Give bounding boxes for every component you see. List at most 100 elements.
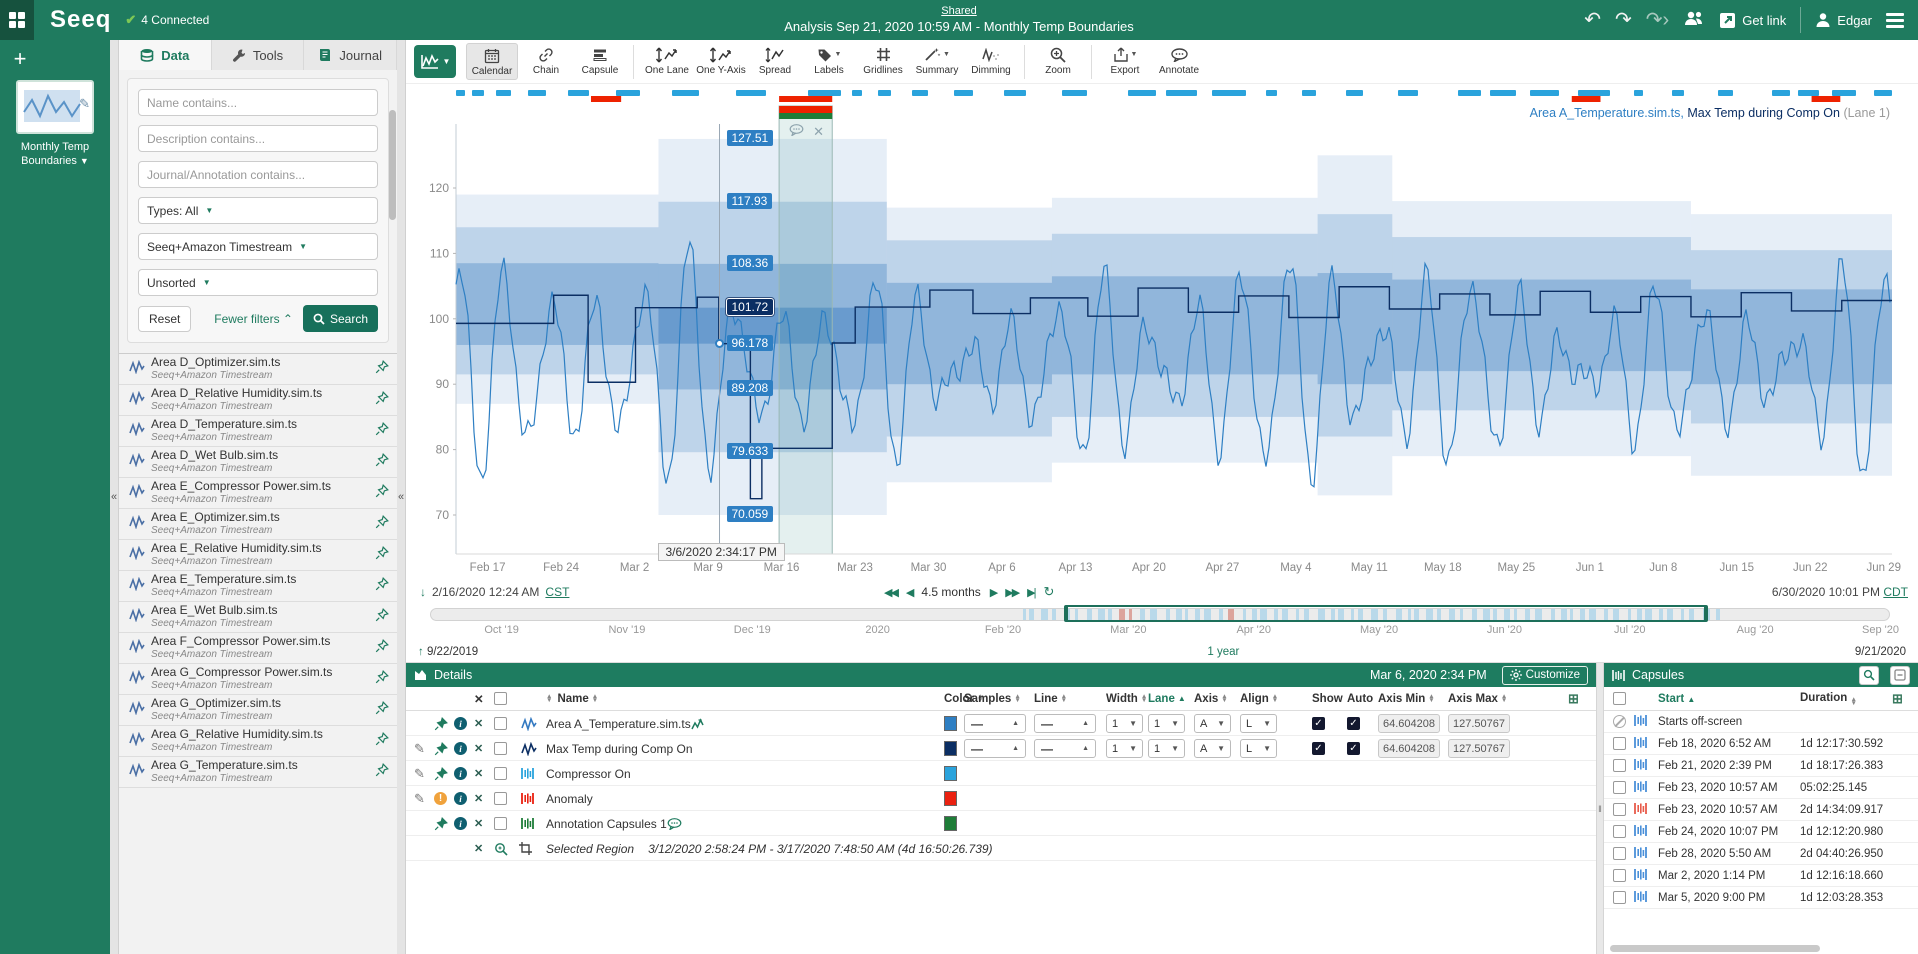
sort-dropdown[interactable]: Unsorted▼ bbox=[138, 269, 378, 296]
data-list-item[interactable]: Area G_Optimizer.sim.tsSeeq+Amazon Times… bbox=[119, 695, 397, 726]
axis-select[interactable]: A▼ bbox=[1194, 736, 1231, 761]
edit-item-icon[interactable]: ✎ bbox=[414, 786, 425, 811]
collapse-rail-handle[interactable]: « bbox=[110, 40, 119, 954]
pin-item-button[interactable] bbox=[371, 639, 389, 658]
row-checkbox[interactable] bbox=[494, 761, 507, 786]
tab-journal[interactable]: Journal bbox=[304, 40, 397, 70]
remove-item-icon[interactable]: ✕ bbox=[474, 761, 483, 786]
item-name-cell[interactable]: Annotation Capsules 1 bbox=[546, 811, 682, 836]
pin-item-button[interactable] bbox=[371, 484, 389, 503]
details-row[interactable]: i✕Annotation Capsules 1 bbox=[406, 811, 1596, 836]
pin-icon[interactable] bbox=[375, 639, 389, 653]
show-checkbox[interactable]: ✓ bbox=[1312, 711, 1325, 736]
color-swatch[interactable] bbox=[944, 811, 957, 836]
line-dropdown[interactable]: —▲ bbox=[1034, 711, 1096, 736]
samples-dropdown[interactable]: —▲ bbox=[964, 736, 1026, 761]
pin-icon[interactable] bbox=[375, 763, 389, 777]
step-back-button[interactable]: ◀ bbox=[906, 586, 912, 599]
data-list-item[interactable]: Area E_Optimizer.sim.tsSeeq+Amazon Times… bbox=[119, 509, 397, 540]
details-row[interactable]: ✎i✕Max Temp during Comp On—▲—▲1▼1▼A▼L▼✓✓… bbox=[406, 736, 1596, 761]
axis-max-input[interactable]: 127.50767 bbox=[1448, 711, 1510, 736]
toolbar-chain-button[interactable]: Chain bbox=[520, 43, 572, 78]
types-dropdown[interactable]: Types: All▼ bbox=[138, 197, 378, 224]
toolbar-zoom-button[interactable]: Zoom bbox=[1032, 43, 1084, 78]
pin-item-button[interactable] bbox=[371, 670, 389, 689]
tab-tools[interactable]: Tools bbox=[212, 40, 305, 70]
edit-item-icon[interactable]: ✎ bbox=[414, 736, 425, 761]
axis-max-input[interactable]: 127.50767 bbox=[1448, 736, 1510, 761]
data-list-item[interactable]: Area E_Temperature.sim.tsSeeq+Amazon Tim… bbox=[119, 571, 397, 602]
undo-icon[interactable]: ↶ bbox=[1584, 10, 1601, 30]
capsule-checkbox[interactable] bbox=[1613, 847, 1626, 860]
selected-region-row[interactable]: ✕Selected Region3/12/2020 2:58:24 PM - 3… bbox=[406, 836, 1596, 861]
tab-data[interactable]: Data bbox=[119, 40, 212, 70]
zoom-to-region-icon[interactable] bbox=[494, 836, 508, 861]
capsule-checkbox[interactable] bbox=[1613, 825, 1626, 838]
pin-icon[interactable] bbox=[375, 546, 389, 560]
item-name-cell[interactable]: Area A_Temperature.sim.ts bbox=[546, 711, 704, 736]
remove-item-icon[interactable]: ✕ bbox=[474, 736, 483, 761]
pin-item-button[interactable] bbox=[371, 453, 389, 472]
pin-item-button[interactable] bbox=[371, 732, 389, 751]
pin-icon[interactable] bbox=[375, 453, 389, 467]
item-info-icon[interactable]: i bbox=[454, 761, 467, 786]
width-select[interactable]: 1▼ bbox=[1106, 711, 1143, 736]
trend-chart-svg[interactable]: 120110100908070 bbox=[406, 84, 1918, 560]
reset-button[interactable]: Reset bbox=[138, 306, 191, 332]
toolbar-export-button[interactable]: ▼Export bbox=[1099, 43, 1151, 78]
app-launcher-icon[interactable] bbox=[0, 0, 34, 40]
align-select[interactable]: L▼ bbox=[1240, 711, 1277, 736]
pin-item-button[interactable] bbox=[371, 608, 389, 627]
user-menu[interactable]: Edgar bbox=[1815, 12, 1872, 28]
show-checkbox[interactable]: ✓ bbox=[1312, 736, 1325, 761]
comment-icon[interactable] bbox=[789, 124, 804, 136]
redo-icon[interactable]: ↷ bbox=[1615, 10, 1632, 30]
pin-icon[interactable] bbox=[434, 767, 448, 781]
data-list-item[interactable]: Area E_Wet Bulb.sim.tsSeeq+Amazon Timest… bbox=[119, 602, 397, 633]
go-to-now-button[interactable]: ▶| bbox=[1027, 586, 1034, 599]
pin-item-icon[interactable] bbox=[434, 711, 448, 736]
data-list-item[interactable]: Area D_Relative Humidity.sim.tsSeeq+Amaz… bbox=[119, 385, 397, 416]
pin-item-button[interactable] bbox=[371, 515, 389, 534]
data-list-item[interactable]: Area D_Wet Bulb.sim.tsSeeq+Amazon Timest… bbox=[119, 447, 397, 478]
toolbar-dimming-button[interactable]: Dimming bbox=[965, 43, 1017, 78]
remove-item-icon[interactable]: ✕ bbox=[474, 786, 483, 811]
pin-icon[interactable] bbox=[434, 817, 448, 831]
users-icon[interactable] bbox=[1683, 10, 1705, 30]
pin-icon[interactable] bbox=[375, 484, 389, 498]
timeline-selection-window[interactable] bbox=[1064, 605, 1708, 622]
overview-timeline[interactable]: Oct '19Nov '19Dec '192020Feb '20Mar '20A… bbox=[406, 604, 1918, 642]
duration-label[interactable]: 4.5 months bbox=[921, 585, 980, 599]
auto-checkbox[interactable]: ✓ bbox=[1347, 711, 1360, 736]
remove-item-icon[interactable]: ✕ bbox=[474, 811, 483, 836]
legend-entry[interactable]: (Lane 1) bbox=[1840, 106, 1890, 120]
worksheet-label[interactable]: Monthly Temp Boundaries ▼ bbox=[9, 140, 101, 169]
comment-icon[interactable] bbox=[667, 818, 682, 830]
lane-column-header[interactable]: Lane ▲ bbox=[1148, 693, 1186, 705]
pin-item-button[interactable] bbox=[371, 546, 389, 565]
remove-region-icon[interactable]: ✕ bbox=[474, 836, 483, 861]
pin-icon[interactable] bbox=[434, 717, 448, 731]
pin-icon[interactable] bbox=[375, 515, 389, 529]
warning-icon[interactable]: ! bbox=[434, 786, 447, 811]
edit-item-icon[interactable]: ✎ bbox=[414, 761, 425, 786]
remove-item-icon[interactable]: ✕ bbox=[474, 711, 483, 736]
capsule-row[interactable]: Feb 24, 2020 10:07 PM1d 12:12:20.980 bbox=[1604, 821, 1918, 843]
pin-icon[interactable] bbox=[434, 742, 448, 756]
hamburger-menu-icon[interactable] bbox=[1886, 13, 1904, 28]
name-contains-input[interactable] bbox=[138, 89, 378, 116]
item-info-icon[interactable]: i bbox=[454, 786, 467, 811]
legend-entry[interactable]: Max Temp during Comp On bbox=[1684, 106, 1840, 120]
capsule-checkbox[interactable] bbox=[1613, 737, 1626, 750]
color-swatch[interactable] bbox=[944, 761, 957, 786]
data-list-item[interactable]: Area E_Compressor Power.sim.tsSeeq+Amazo… bbox=[119, 478, 397, 509]
trend-chart[interactable]: Area A_Temperature.sim.ts, Max Temp duri… bbox=[406, 84, 1918, 560]
axis-select[interactable]: A▼ bbox=[1194, 711, 1231, 736]
row-checkbox[interactable] bbox=[494, 811, 507, 836]
capsule-checkbox[interactable] bbox=[1613, 869, 1626, 882]
region-close-icon[interactable]: ✕ bbox=[813, 124, 824, 140]
start-timezone[interactable]: CST bbox=[545, 585, 569, 599]
lane-select[interactable]: 1▼ bbox=[1148, 711, 1185, 736]
region-comment-icon[interactable] bbox=[789, 124, 804, 140]
toolbar-capsule-button[interactable]: Capsule bbox=[574, 43, 626, 78]
